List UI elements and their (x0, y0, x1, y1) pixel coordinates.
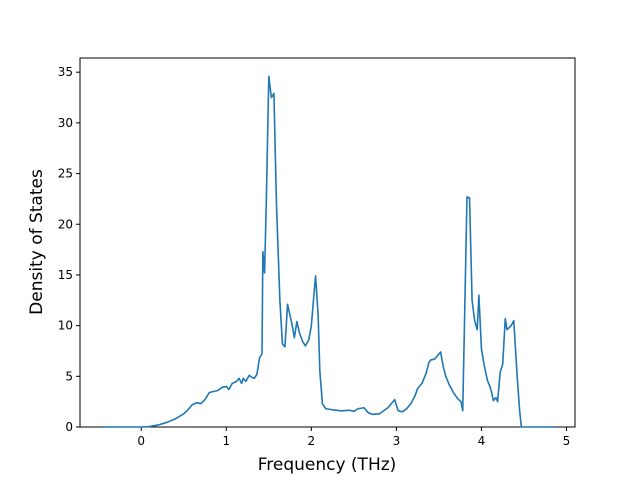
plot-frame (79, 57, 576, 428)
y-axis-label: Density of States (27, 169, 47, 315)
y-tick-label: 35 (58, 65, 73, 79)
y-tick-label: 5 (65, 369, 73, 383)
x-tick-label: 5 (563, 434, 571, 448)
y-tick-label: 0 (65, 420, 73, 434)
x-tick-label: 4 (478, 434, 486, 448)
y-tick-label: 30 (58, 116, 73, 130)
x-tick-label: 2 (308, 434, 316, 448)
y-tick-label: 20 (58, 217, 73, 231)
line-series (102, 75, 554, 428)
x-axis-label: Frequency (THz) (258, 455, 397, 475)
y-tick-label: 25 (58, 167, 73, 181)
y-tick-label: 10 (58, 319, 73, 333)
y-tick-label: 15 (58, 268, 73, 282)
x-tick-label: 0 (137, 434, 145, 448)
x-tick-label: 3 (393, 434, 401, 448)
x-tick-label: 1 (222, 434, 230, 448)
